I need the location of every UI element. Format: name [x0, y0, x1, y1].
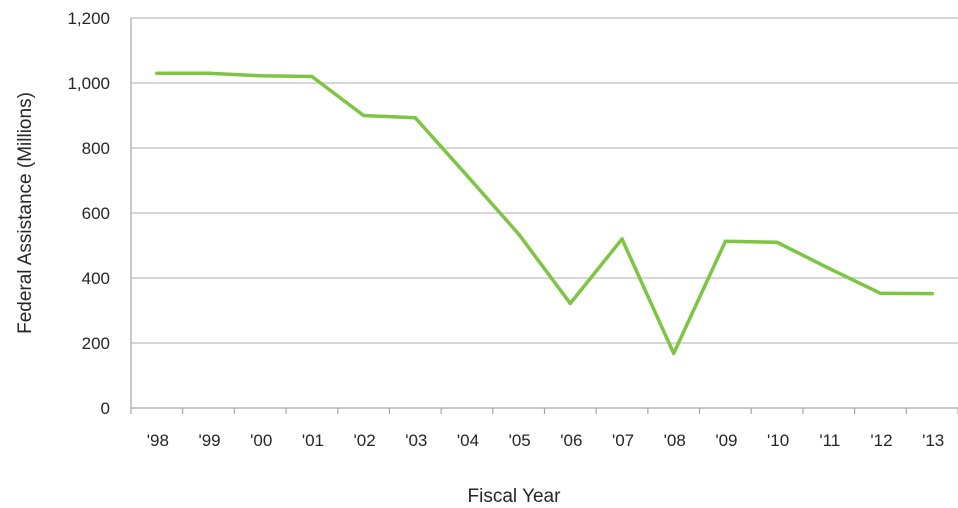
data-point	[930, 291, 934, 296]
data-point	[775, 240, 779, 244]
y-tick-label: 600	[82, 204, 110, 223]
data-point	[413, 116, 417, 120]
data-point	[361, 113, 366, 118]
x-tick-label: '11	[819, 431, 840, 450]
y-tick-label: 1,000	[67, 74, 110, 93]
x-tick-label: '00	[250, 431, 272, 450]
series-layer	[155, 71, 934, 356]
gridlines	[131, 17, 958, 344]
x-tick-label: '12	[870, 431, 892, 450]
x-tick-label: '98	[147, 431, 169, 450]
data-point	[206, 71, 211, 75]
data-point	[568, 301, 573, 306]
axes	[130, 18, 958, 414]
data-point	[620, 237, 624, 241]
data-point	[310, 74, 314, 79]
y-tick-label: 1,200	[67, 9, 110, 28]
data-point	[516, 232, 521, 236]
data-point	[878, 291, 883, 295]
series-line	[155, 71, 934, 356]
x-tick-label: '02	[354, 431, 376, 450]
y-tick-label: 800	[82, 139, 110, 158]
data-point	[827, 266, 831, 270]
x-tick-labels: '98 '99 '00 '01 '02 '03 '04 '05 '06 '07 '08 '09 '10 '…	[147, 431, 944, 450]
x-tick-label: '04	[457, 431, 479, 450]
x-tick-label: '13	[922, 431, 944, 450]
y-tick-label: 0	[101, 399, 110, 418]
x-tick-label: '01	[302, 431, 324, 450]
data-point	[465, 173, 469, 178]
data-point	[258, 74, 262, 78]
data-point	[155, 71, 159, 75]
x-axis-title: Fiscal Year	[468, 486, 562, 507]
x-tick-label: '08	[664, 431, 686, 450]
x-tick-label: '03	[405, 431, 427, 450]
data-point	[672, 351, 676, 356]
y-tick-labels: 0 200 400 600 800 1,000 1,200	[67, 9, 110, 418]
data-point	[723, 239, 728, 243]
y-axis-title: Federal Assistance (Millions)	[15, 92, 36, 334]
x-tick-label: '07	[612, 431, 634, 450]
x-tick-label: '10	[767, 431, 789, 450]
y-tick-label: 200	[82, 334, 110, 353]
x-tick-label: '06	[560, 431, 582, 450]
x-tick-label: '09	[715, 431, 737, 450]
y-tick-label: 400	[82, 269, 110, 288]
x-tick-label: '99	[198, 431, 220, 450]
x-tick-label: '05	[509, 431, 531, 450]
